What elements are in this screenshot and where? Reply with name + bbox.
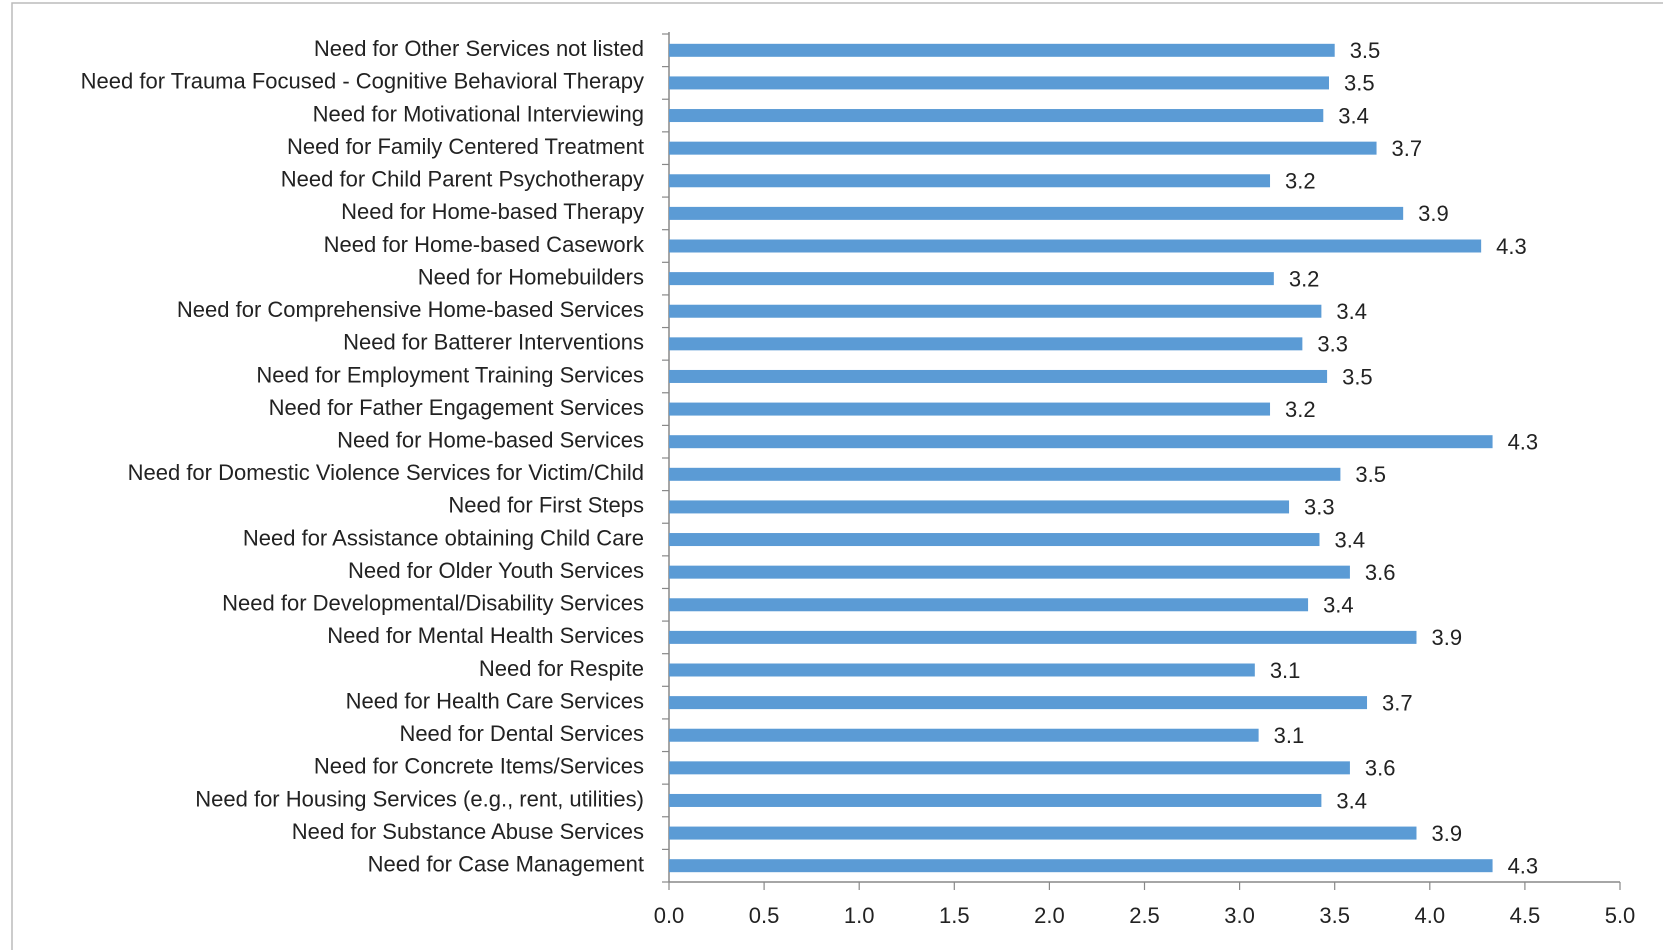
data-label: 3.4 [1338,103,1369,128]
data-label: 3.1 [1274,723,1305,748]
bar [669,630,1417,644]
bar [669,304,1322,318]
bar [669,793,1322,807]
bar [669,337,1303,351]
data-label: 3.5 [1344,71,1375,96]
x-tick-label: 4.0 [1415,903,1446,928]
data-label: 3.9 [1418,201,1449,226]
bar [669,565,1350,579]
data-label: 3.5 [1350,38,1381,63]
bar [669,728,1259,742]
x-tick-label: 0.0 [654,903,685,928]
x-tick-label: 2.0 [1034,903,1065,928]
y-tick-label: Need for Home-based Casework [324,232,645,257]
y-tick-label: Need for Motivational Interviewing [313,101,644,126]
chart-border [11,2,1663,950]
y-tick-label: Need for Respite [479,656,644,681]
x-tick-label: 3.0 [1224,903,1255,928]
data-label: 3.2 [1285,169,1316,194]
y-tick-label: Need for Comprehensive Home-based Servic… [177,297,644,322]
data-label: 3.6 [1365,560,1396,585]
y-tick-label: Need for Employment Training Services [256,362,644,387]
bar [669,435,1493,449]
y-tick-label: Need for Mental Health Services [327,623,644,648]
bar [669,141,1377,155]
data-label: 3.3 [1317,332,1348,357]
y-tick-label: Need for Substance Abuse Services [292,819,644,844]
y-tick-label: Need for Concrete Items/Services [314,754,644,779]
y-tick-label: Need for Trauma Focused - Cognitive Beha… [81,69,644,94]
bar [669,76,1329,90]
data-label: 4.3 [1508,430,1539,455]
bar [669,663,1255,677]
data-label: 3.9 [1431,625,1462,650]
y-tick-label: Need for Housing Services (e.g., rent, u… [195,786,644,811]
x-tick-label: 1.0 [844,903,875,928]
data-label: 3.5 [1342,364,1373,389]
y-tick-label: Need for Health Care Services [346,688,644,713]
data-label: 3.7 [1392,136,1423,161]
data-label: 3.2 [1289,266,1320,291]
data-label: 3.7 [1382,690,1413,715]
y-tick-label: Need for Case Management [368,852,644,877]
x-tick-label: 2.5 [1129,903,1160,928]
x-tick-label: 3.5 [1319,903,1350,928]
x-tick-label: 0.5 [749,903,780,928]
data-label: 3.4 [1336,299,1367,324]
data-label: 3.6 [1365,756,1396,781]
data-label: 3.9 [1431,821,1462,846]
bar [669,109,1324,123]
bar [669,598,1309,612]
bar [669,239,1482,253]
x-tick-label: 5.0 [1605,903,1636,928]
bar [669,174,1271,188]
y-tick-label: Need for Home-based Services [337,428,644,453]
data-label: 3.4 [1336,788,1367,813]
bar [669,696,1368,710]
data-label: 3.4 [1323,593,1354,618]
y-tick-label: Need for Other Services not listed [314,36,644,61]
data-label: 3.5 [1355,462,1386,487]
y-tick-label: Need for Assistance obtaining Child Care [243,525,644,550]
y-tick-label: Need for Developmental/Disability Servic… [222,591,644,616]
x-tick-label: 4.5 [1510,903,1541,928]
bar [669,859,1493,873]
x-tick-label: 1.5 [939,903,970,928]
data-label: 3.1 [1270,658,1301,683]
y-tick-label: Need for Child Parent Psychotherapy [281,167,644,192]
bar [669,533,1320,547]
y-tick-label: Need for Home-based Therapy [341,199,644,224]
y-tick-label: Need for Older Youth Services [348,558,644,583]
y-tick-label: Need for Homebuilders [418,264,644,289]
y-tick-label: Need for Domestic Violence Services for … [128,460,644,485]
bar [669,761,1350,775]
y-tick-label: Need for First Steps [448,493,644,518]
y-tick-label: Need for Father Engagement Services [269,395,644,420]
data-label: 4.3 [1508,854,1539,879]
bar [669,826,1417,840]
bar [669,467,1341,481]
bar [669,369,1328,383]
data-label: 3.2 [1285,397,1316,422]
data-label: 3.4 [1334,527,1365,552]
y-tick-label: Need for Batterer Interventions [343,330,644,355]
data-label: 4.3 [1496,234,1527,259]
y-tick-label: Need for Dental Services [399,721,644,746]
y-tick-label: Need for Family Centered Treatment [287,134,644,159]
bar [669,500,1290,514]
data-label: 3.3 [1304,495,1335,520]
bar [669,206,1404,220]
bar [669,272,1274,286]
bar [669,43,1335,57]
bar [669,402,1271,416]
